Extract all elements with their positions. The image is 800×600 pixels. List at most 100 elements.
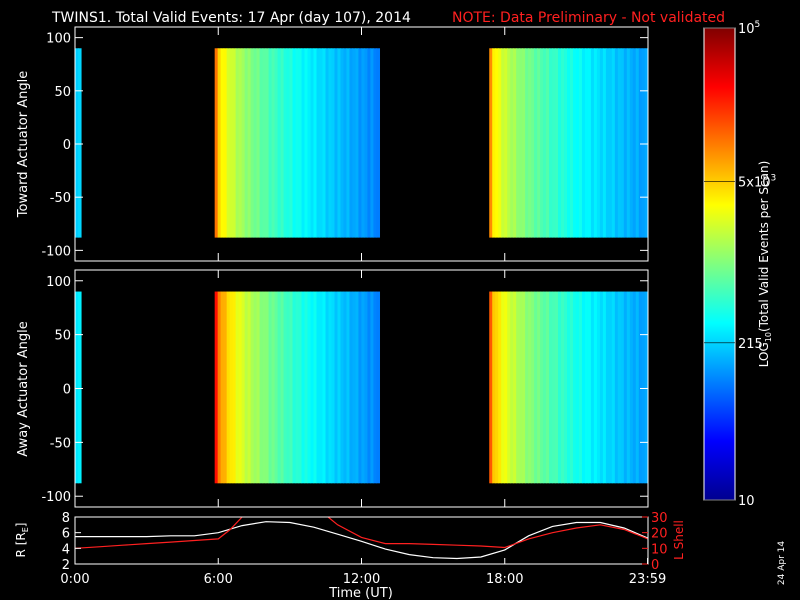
heatmap-cell [322,291,327,484]
heatmap-cell [232,291,237,484]
heatmap-cell [268,291,273,484]
heatmap-cell [528,48,532,238]
heatmap-cell [507,48,511,238]
heatmap-cell [232,48,237,238]
heatmap-cell [214,48,219,238]
heatmap-cell [328,291,333,484]
heatmap-cell [271,48,276,238]
heatmap-cell [614,48,619,238]
time-tick-label: 6:00 [204,572,233,587]
heatmap-cell [280,291,285,484]
heatmap-cell [334,291,339,484]
heatmap-cell [223,48,228,238]
time-axis-label: Time (UT) [328,586,393,600]
heatmap-cell [525,291,529,484]
heatmap-cell [355,291,360,484]
heatmap-cell [367,291,372,484]
heatmap-cell [537,48,541,238]
heatmap-cell [268,48,273,238]
heatmap-cell [223,291,228,484]
y-tick-label: 100 [46,32,71,47]
heatmap-cell [558,48,562,238]
heatmap-cell [346,291,351,484]
heatmap-cell [220,291,225,484]
heatmap-cell [578,291,583,484]
heatmap-cell [540,291,544,484]
heatmap-cell [492,48,496,238]
right-tick-label: 30 [651,511,668,526]
orbit-left-label: R [RE] [14,523,30,558]
radius-line [75,521,648,560]
heatmap-cell [280,48,285,238]
heatmap-cell [241,291,246,484]
heatmap-cell [334,48,339,238]
heatmap-cell [361,48,366,238]
heatmap-cell [265,48,270,238]
heatmap-cell [495,48,499,238]
heatmap-cell [593,48,598,238]
heatmap-cell [331,291,336,484]
heatmap-cell [289,48,294,238]
heatmap-cell [501,291,505,484]
heatmap-cell [644,48,649,238]
heatmap-cell [286,291,291,484]
heatmap-cell [274,291,279,484]
heatmap-cell [531,291,535,484]
heatmap-cell [495,291,499,484]
heatmap-cell [543,291,547,484]
heatmap-cell [241,48,246,238]
heatmap-cell [250,48,255,238]
heatmap-cell [352,291,357,484]
heatmap-cell [214,291,219,484]
heatmap-cell [638,48,643,238]
colorbar-tick-label: 105 [738,20,760,37]
heatmap-cell [587,291,592,484]
heatmap-cell [629,48,634,238]
heatmap-cell [256,48,261,238]
left-tick-label: 8 [62,511,70,526]
heatmap-cell [558,291,562,484]
heatmap-cell [555,291,559,484]
heatmap-cell [504,48,508,238]
y-tick-label: -100 [41,244,71,259]
heatmap-cell [256,291,261,484]
heatmap-cell [638,291,643,484]
left-tick-label: 2 [62,558,70,573]
heatmap-cell [567,48,571,238]
heatmap-cell [295,291,300,484]
heatmap-cell [623,48,628,238]
heatmap-cell [584,291,589,484]
right-tick-label: 10 [651,542,668,557]
heatmap-cell [373,291,378,484]
colorbar-tick-label: 215 [738,337,763,352]
heatmap-cell [596,291,601,484]
heatmap-cell [528,291,532,484]
heatmap-cell [599,291,604,484]
heatmap-cell [599,48,604,238]
heatmap-cell [376,48,381,238]
away-y-axis: 100 50 0 -50 -100 [41,270,649,507]
heatmap-cell [578,48,583,238]
heatmap-cell [605,291,610,484]
heatmap-cell [238,291,243,484]
lshell-label: L Shell [672,520,686,560]
heatmap-cell [587,48,592,238]
y-tick-label: -50 [50,436,71,451]
heatmap-cell [555,48,559,238]
heatmap-cell [498,291,502,484]
heatmap-cell [343,48,348,238]
time-tick-label: 23:59 [629,572,666,587]
heatmap-cell [283,48,288,238]
y-tick-label: -100 [41,490,71,505]
heatmap-cell [77,48,82,238]
heatmap-cell [265,291,270,484]
heatmap-cell [501,48,505,238]
heatmap-cell [349,48,354,238]
heatmap-cell [304,48,309,238]
heatmap-cell [364,48,369,238]
heatmap-cell [492,291,496,484]
heatmap-cell [602,48,607,238]
heatmap-cell [253,48,258,238]
heatmap-cell [316,291,321,484]
